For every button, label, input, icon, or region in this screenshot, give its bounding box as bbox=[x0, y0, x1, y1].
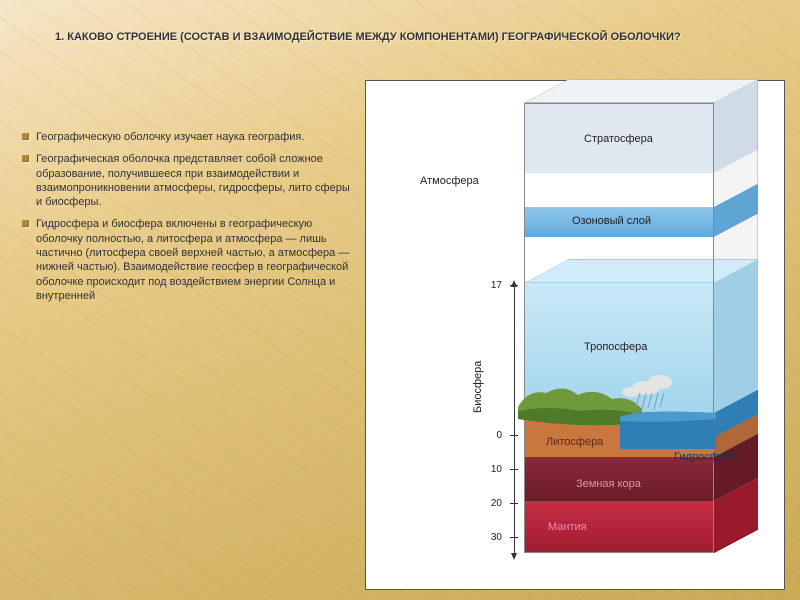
depth-scale: 17 0 10 20 30 bbox=[486, 285, 516, 555]
scale-label: 17 bbox=[478, 280, 502, 291]
page-title: 1. КАКОВО СТРОЕНИЕ (СОСТАВ И ВЗАИМОДЕЙСТ… bbox=[55, 30, 785, 44]
scale-label: 0 bbox=[478, 430, 502, 441]
list-item: Географическую оболочку изучает наука ге… bbox=[20, 130, 350, 144]
diagram-panel: Атмосфера bbox=[365, 80, 785, 590]
scale-label: 10 bbox=[478, 464, 502, 475]
layer-stack bbox=[524, 103, 758, 573]
ozone-label: Озоновый слой bbox=[572, 215, 651, 227]
crust-label: Земная кора bbox=[576, 478, 641, 490]
rain bbox=[636, 393, 670, 413]
cloud bbox=[648, 375, 672, 389]
scale-tick bbox=[510, 503, 518, 504]
mantle-label: Мантия bbox=[548, 521, 587, 533]
scale-tick bbox=[510, 469, 518, 470]
list-item: Географическая оболочка представляет соб… bbox=[20, 152, 350, 209]
scale-label: 20 bbox=[478, 498, 502, 509]
troposphere-label: Тропосфера bbox=[584, 341, 647, 353]
hydrosphere-label: Гидросфера bbox=[674, 451, 737, 463]
atmosphere-label: Атмосфера bbox=[420, 175, 479, 187]
stratosphere-label: Стратосфера bbox=[584, 133, 653, 145]
scale-tick bbox=[510, 537, 518, 538]
water-body bbox=[620, 409, 716, 449]
bullet-list: Географическую оболочку изучает наука ге… bbox=[20, 130, 350, 311]
scale-label: 30 bbox=[478, 532, 502, 543]
troposphere-side bbox=[714, 260, 758, 413]
biosphere-label: Биосфера bbox=[472, 361, 484, 413]
diagram: Атмосфера bbox=[374, 93, 776, 577]
scale-tick bbox=[510, 285, 518, 286]
gap1-front bbox=[524, 173, 714, 207]
scale-tick bbox=[510, 435, 518, 436]
list-item: Гидросфера и биосфера включены в географ… bbox=[20, 217, 350, 303]
scale-axis bbox=[514, 285, 515, 555]
lithosphere-label: Литосфера bbox=[546, 436, 603, 448]
